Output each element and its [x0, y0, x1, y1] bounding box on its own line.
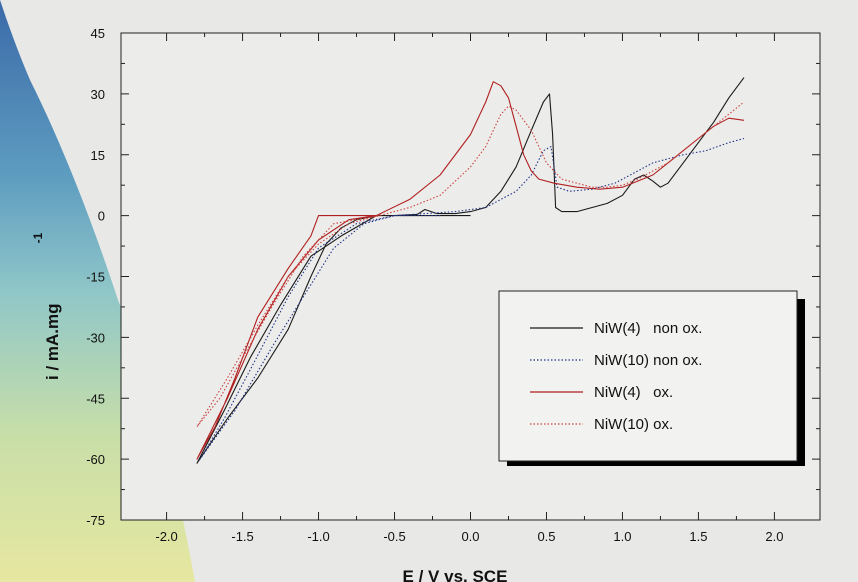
y-tick-label: -75: [86, 513, 105, 528]
legend-label: NiW(4) non ox.: [594, 320, 702, 337]
y-tick-label: -15: [86, 270, 105, 285]
series-line-1: [196, 77, 745, 464]
y-tick-label: 30: [91, 87, 105, 102]
series-line-2: [199, 137, 745, 460]
x-tick-label: 0.0: [461, 529, 479, 544]
y-axis-title-superscript: -1: [31, 232, 45, 243]
legend-label: NiW(4) ox.: [594, 384, 673, 401]
x-tick-label: -2.0: [155, 529, 177, 544]
y-tick-labels: -75 -60 -45 -30 -15 0 15 30 45: [86, 26, 105, 528]
y-axis-title: i / mA.mg: [43, 303, 62, 380]
x-axis-title: E / V vs. SCE: [403, 567, 508, 582]
x-tick-label: 1.5: [689, 529, 707, 544]
legend: NiW(4) non ox. NiW(10) non ox. NiW(4) ox. N…: [530, 320, 702, 433]
x-tick-label: 1.0: [613, 529, 631, 544]
y-tick-label: 15: [91, 148, 105, 163]
y-tick-label: -45: [86, 391, 105, 406]
y-tick-label: -30: [86, 330, 105, 345]
y-tick-label: 0: [98, 209, 105, 224]
legend-label: NiW(10) ox.: [594, 416, 673, 433]
series-lines: [196, 77, 745, 464]
y-tick-label: 45: [91, 26, 105, 41]
x-tick-label: 2.0: [765, 529, 783, 544]
x-tick-label: -0.5: [383, 529, 405, 544]
x-tick-labels: -2.0 -1.5 -1.0 -0.5 0.0 0.5 1.0 1.5 2.0: [155, 529, 783, 544]
x-tick-label: 0.5: [537, 529, 555, 544]
legend-box: [498, 290, 798, 462]
x-tick-label: -1.5: [231, 529, 253, 544]
y-tick-label: -60: [86, 452, 105, 467]
x-tick-label: -1.0: [307, 529, 329, 544]
legend-label: NiW(10) non ox.: [594, 352, 702, 369]
series-line-3: [196, 81, 745, 460]
tick-marks: [121, 32, 820, 521]
